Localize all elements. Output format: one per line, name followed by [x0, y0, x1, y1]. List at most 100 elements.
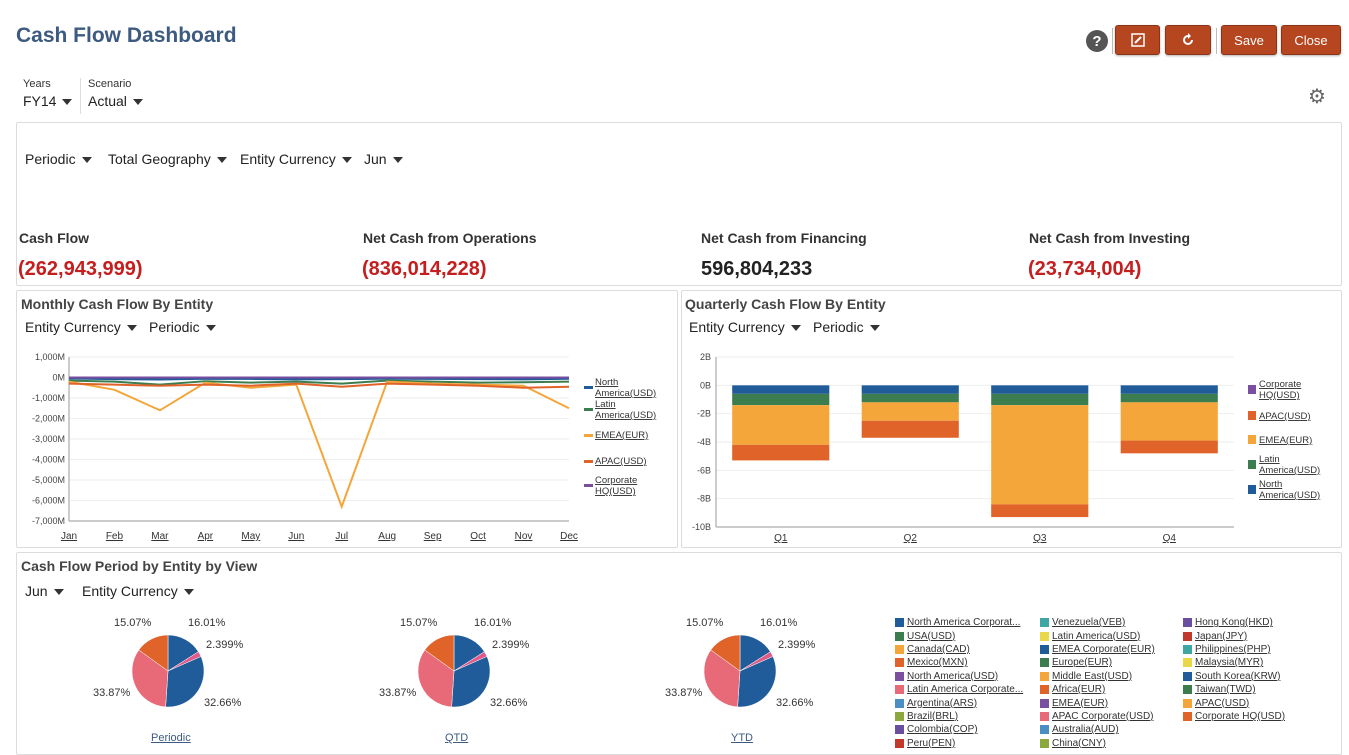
legend-label[interactable]: Latin America(USD)	[1052, 630, 1141, 642]
legend-label[interactable]: Mexico(MXN)	[907, 657, 968, 669]
monthly-view-filter[interactable]: Periodic	[149, 319, 216, 335]
legend-label[interactable]: APAC(USD)	[595, 456, 647, 467]
legend-item[interactable]: Japan(JPY)	[1183, 629, 1285, 642]
legend-item[interactable]: Peru(PEN)	[895, 737, 1023, 750]
legend-label[interactable]: Europe(EUR)	[1052, 657, 1113, 669]
legend-label[interactable]: USA(USD)	[907, 630, 956, 642]
legend-label[interactable]: Argentina(ARS)	[907, 697, 978, 709]
legend-label[interactable]: South Korea(KRW)	[1195, 670, 1281, 682]
pie-slice	[131, 649, 169, 708]
save-button[interactable]: Save	[1221, 25, 1277, 55]
quarterly-view-filter[interactable]: Periodic	[813, 319, 880, 335]
legend-label[interactable]: APAC(USD)	[1195, 697, 1250, 709]
legend-label[interactable]: North America(USD)	[907, 670, 999, 682]
legend-label[interactable]: Latin America Corporate...	[907, 684, 1024, 696]
legend-item[interactable]: Philippines(PHP)	[1183, 643, 1285, 656]
legend-item[interactable]: Africa(EUR)	[1040, 683, 1155, 696]
legend-item[interactable]: APAC Corporate(USD)	[1040, 710, 1155, 723]
legend-label[interactable]: Corporate	[1259, 379, 1301, 390]
legend-label[interactable]: Colombia(COP)	[907, 724, 978, 736]
legend-item[interactable]: North America(USD)	[895, 670, 1023, 683]
legend-label[interactable]: China(CNY)	[1052, 737, 1106, 749]
legend-label[interactable]: America(USD)	[595, 388, 656, 399]
legend-label[interactable]: North	[1259, 479, 1282, 490]
legend-label[interactable]: America(USD)	[1259, 465, 1320, 476]
legend-label[interactable]: Middle East(USD)	[1052, 670, 1133, 682]
legend-item[interactable]: Middle East(USD)	[1040, 670, 1155, 683]
legend-item[interactable]: South Korea(KRW)	[1183, 670, 1285, 683]
years-selector[interactable]: Years FY14	[23, 78, 72, 109]
legend-label[interactable]: Africa(EUR)	[1052, 684, 1106, 696]
legend-label[interactable]: America(USD)	[595, 410, 656, 421]
legend-label[interactable]: Corporate	[595, 475, 637, 486]
legend-label[interactable]: EMEA Corporate(EUR)	[1052, 643, 1155, 655]
legend-label[interactable]: Malaysia(MYR)	[1195, 657, 1264, 669]
pie-view-link[interactable]: YTD	[731, 732, 753, 744]
scenario-selector[interactable]: Scenario Actual	[88, 78, 143, 109]
close-button[interactable]: Close	[1281, 25, 1341, 55]
monthly-currency-filter[interactable]: Entity Currency	[25, 319, 137, 335]
legend-item[interactable]: China(CNY)	[1040, 737, 1155, 750]
legend-label[interactable]: APAC(USD)	[1259, 411, 1311, 422]
legend-label[interactable]: Brazil(BRL)	[907, 710, 959, 722]
pie-currency-filter[interactable]: Entity Currency	[82, 583, 194, 599]
legend-label[interactable]: America(USD)	[1259, 490, 1320, 501]
legend-label[interactable]: North America Corporat...	[907, 617, 1021, 629]
pie-percent-label: 32.66%	[204, 697, 242, 709]
filter-currency[interactable]: Entity Currency	[240, 151, 352, 167]
gear-icon[interactable]: ⚙	[1308, 86, 1326, 108]
legend-item[interactable]: Mexico(MXN)	[895, 656, 1023, 669]
legend-item[interactable]: EMEA Corporate(EUR)	[1040, 643, 1155, 656]
legend-item[interactable]: APAC(USD)	[1183, 696, 1285, 709]
bar-segment	[732, 444, 830, 461]
legend-item[interactable]: Argentina(ARS)	[895, 696, 1023, 709]
scenario-value[interactable]: Actual	[88, 93, 143, 109]
legend-item[interactable]: Taiwan(TWD)	[1183, 683, 1285, 696]
legend-item[interactable]: Canada(CAD)	[895, 643, 1023, 656]
legend-item[interactable]: North America Corporat...	[895, 616, 1023, 629]
legend-swatch	[895, 631, 904, 641]
legend-label[interactable]: Taiwan(TWD)	[1195, 684, 1256, 696]
pie-period-filter[interactable]: Jun	[25, 583, 64, 599]
legend-label[interactable]: Philippines(PHP)	[1195, 643, 1271, 655]
legend-label[interactable]: Corporate HQ(USD)	[1195, 710, 1286, 722]
legend-label[interactable]: Latin	[1259, 454, 1280, 465]
quarterly-currency-filter[interactable]: Entity Currency	[689, 319, 801, 335]
legend-item[interactable]: Latin America Corporate...	[895, 683, 1023, 696]
years-value[interactable]: FY14	[23, 93, 72, 109]
pie-view-link[interactable]: Periodic	[151, 732, 191, 744]
legend-item[interactable]: USA(USD)	[895, 629, 1023, 642]
legend-item[interactable]: Australia(AUD)	[1040, 723, 1155, 736]
legend-label[interactable]: EMEA(EUR)	[595, 430, 648, 441]
filter-geography[interactable]: Total Geography	[108, 151, 227, 167]
edit-button[interactable]	[1115, 25, 1160, 55]
legend-item[interactable]: Brazil(BRL)	[895, 710, 1023, 723]
help-icon[interactable]: ?	[1086, 30, 1108, 52]
refresh-button[interactable]	[1165, 25, 1211, 55]
filter-periodic[interactable]: Periodic	[25, 151, 92, 167]
legend-item[interactable]: Venezuela(VEB)	[1040, 616, 1155, 629]
legend-label[interactable]: HQ(USD)	[595, 486, 636, 497]
legend-item[interactable]: Corporate HQ(USD)	[1183, 710, 1285, 723]
legend-item[interactable]: Colombia(COP)	[895, 723, 1023, 736]
legend-label[interactable]: Australia(AUD)	[1052, 724, 1119, 736]
pie-percent-label: 15.07%	[400, 617, 438, 629]
legend-label[interactable]: Latin	[595, 399, 616, 410]
legend-item[interactable]: Malaysia(MYR)	[1183, 656, 1285, 669]
legend-label[interactable]: HQ(USD)	[1259, 390, 1300, 401]
legend-label[interactable]: Canada(CAD)	[907, 643, 970, 655]
filter-period[interactable]: Jun	[364, 151, 403, 167]
legend-label[interactable]: EMEA(EUR)	[1259, 435, 1312, 446]
legend-label[interactable]: EMEA(EUR)	[1052, 697, 1109, 709]
legend-label[interactable]: APAC Corporate(USD)	[1052, 710, 1154, 722]
legend-label[interactable]: Hong Kong(HKD)	[1195, 617, 1273, 629]
legend-label[interactable]: Japan(JPY)	[1195, 630, 1248, 642]
legend-label[interactable]: North	[595, 377, 618, 388]
legend-label[interactable]: Peru(PEN)	[907, 737, 956, 749]
legend-item[interactable]: Latin America(USD)	[1040, 629, 1155, 642]
pie-view-link[interactable]: QTD	[445, 732, 469, 744]
legend-item[interactable]: EMEA(EUR)	[1040, 696, 1155, 709]
legend-label[interactable]: Venezuela(VEB)	[1052, 617, 1126, 629]
legend-item[interactable]: Hong Kong(HKD)	[1183, 616, 1285, 629]
legend-item[interactable]: Europe(EUR)	[1040, 656, 1155, 669]
